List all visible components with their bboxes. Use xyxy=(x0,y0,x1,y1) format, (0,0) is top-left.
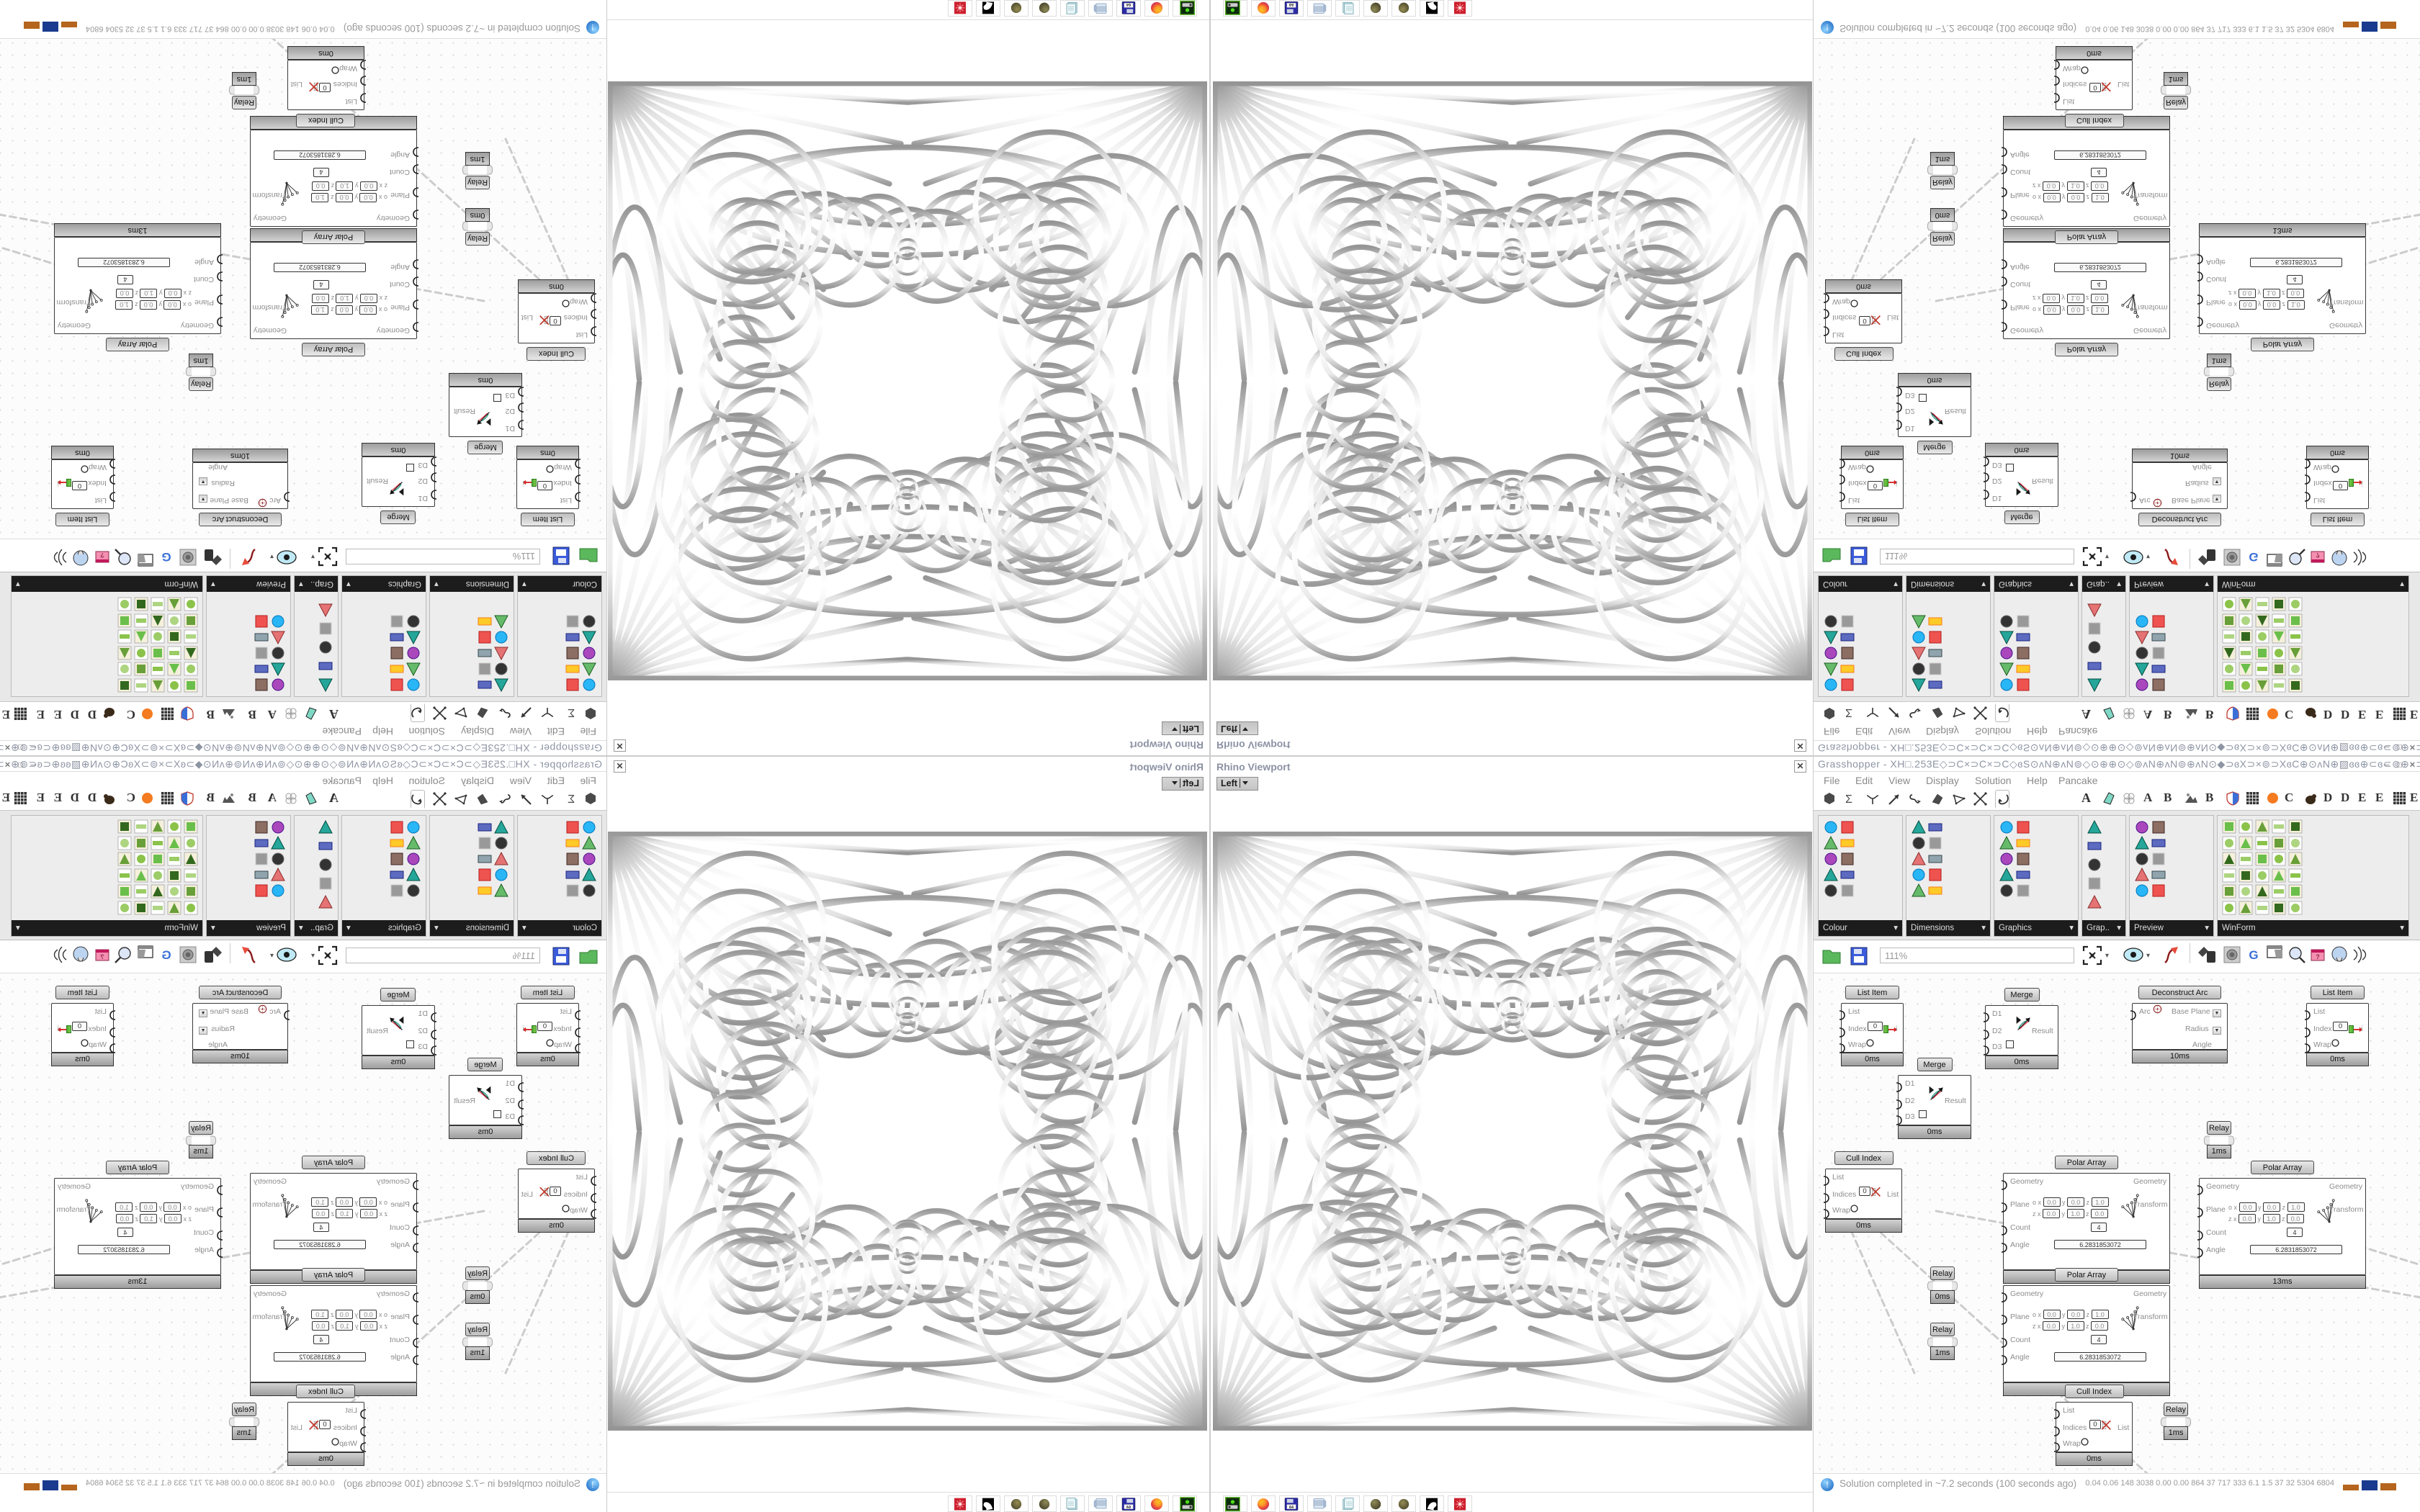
svg-text:G: G xyxy=(161,550,171,564)
svg-text:?: ? xyxy=(100,552,104,559)
svg-text:?: ? xyxy=(2316,953,2320,960)
svg-text:Σ: Σ xyxy=(568,793,575,806)
svg-text:?: ? xyxy=(2316,552,2320,559)
svg-text:G: G xyxy=(161,948,171,962)
svg-text:Σ: Σ xyxy=(568,706,575,719)
svg-text:Σ: Σ xyxy=(1845,793,1852,806)
svg-text:G: G xyxy=(2249,948,2258,962)
svg-text:Σ: Σ xyxy=(1845,706,1852,719)
svg-text:64: 64 xyxy=(1126,2,1131,6)
svg-text:64: 64 xyxy=(1126,1506,1131,1510)
svg-text:G: G xyxy=(2249,550,2258,564)
svg-text:64: 64 xyxy=(1289,2,1294,6)
svg-text:64: 64 xyxy=(1289,1506,1294,1510)
svg-text:?: ? xyxy=(100,953,104,960)
